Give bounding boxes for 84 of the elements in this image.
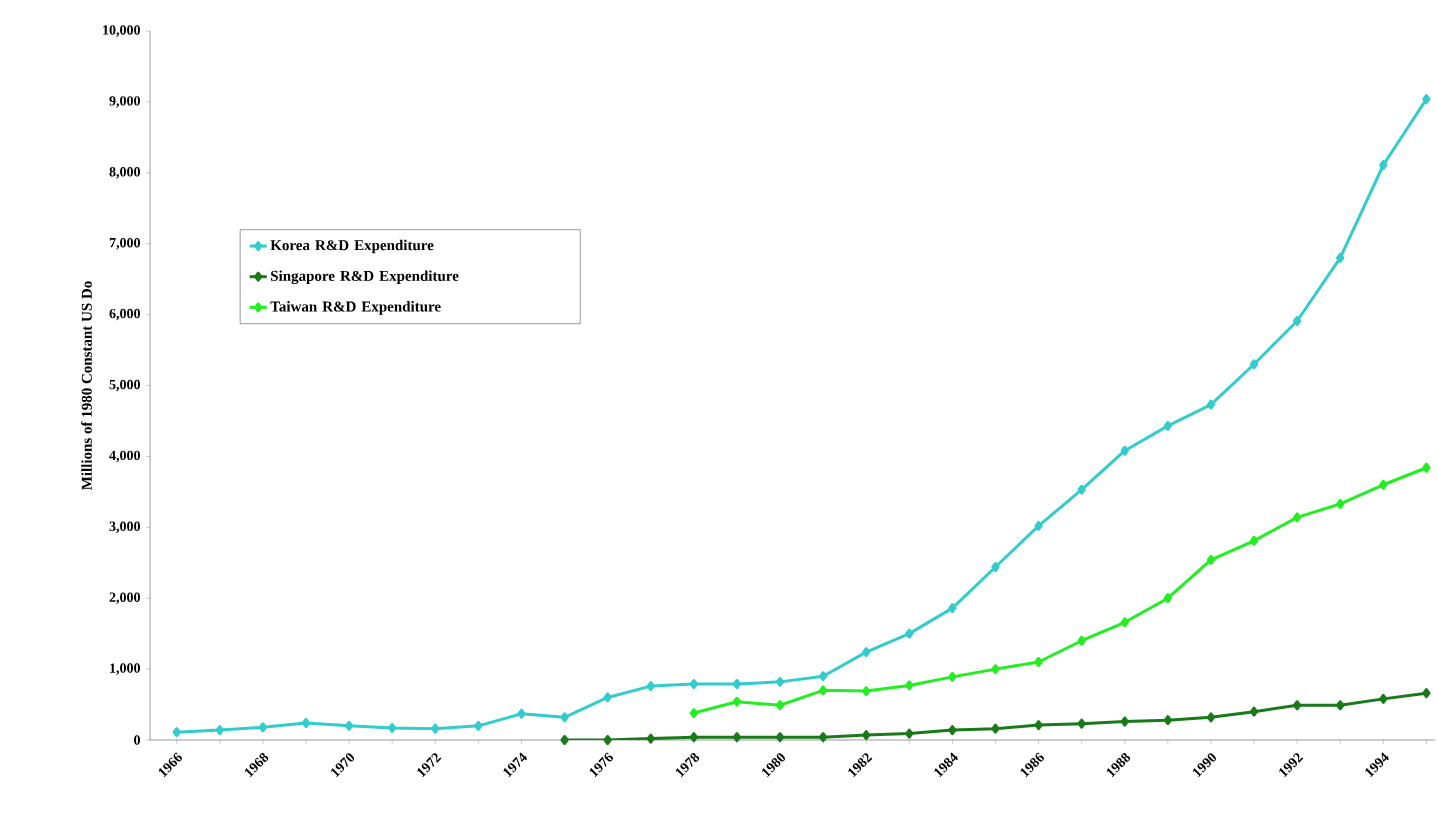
point (1206, 399, 1216, 410)
point (1336, 498, 1345, 509)
point (818, 732, 828, 743)
point (1120, 617, 1129, 628)
y-tick-label: 8,000 (109, 167, 140, 179)
y-tick-label: 5,000 (109, 379, 140, 392)
point (646, 681, 655, 692)
point (517, 708, 526, 719)
point (775, 732, 785, 743)
point (905, 628, 914, 639)
point (689, 708, 698, 719)
point (1120, 445, 1129, 456)
point (172, 727, 181, 738)
point (1077, 635, 1086, 646)
y-tick-label: 0 (134, 735, 140, 745)
y-tick-label: 2,000 (109, 592, 140, 604)
point (1379, 693, 1388, 704)
point (948, 725, 957, 736)
point (215, 725, 224, 736)
legend-label: Taiwan R&D Expenditure (270, 301, 441, 315)
point (948, 603, 957, 614)
y-tick-label: 3,000 (109, 521, 140, 534)
point (474, 720, 483, 731)
y-tick-label: 7,000 (109, 237, 140, 250)
point (1249, 706, 1259, 717)
point (991, 664, 1000, 675)
point (905, 728, 914, 739)
point (560, 712, 569, 723)
point (862, 647, 871, 658)
point (1379, 479, 1388, 490)
point (948, 671, 957, 682)
point (1379, 160, 1388, 170)
point (388, 722, 397, 733)
point (1077, 718, 1086, 729)
point (1293, 512, 1302, 523)
point (1249, 535, 1259, 546)
y-tick-label: 1,000 (110, 663, 140, 675)
point (862, 730, 871, 741)
point (301, 717, 311, 728)
point (1206, 712, 1216, 723)
point (775, 700, 785, 711)
point (1422, 462, 1431, 473)
point (775, 676, 785, 687)
point (603, 692, 612, 703)
point (603, 735, 612, 745)
y-tick-label: 10,000 (103, 25, 140, 37)
point (818, 685, 828, 696)
y-tick-label: 6,000 (109, 308, 140, 321)
point (1293, 700, 1302, 711)
point (646, 733, 655, 744)
point (1422, 688, 1431, 699)
point (732, 678, 742, 689)
point (991, 562, 1000, 572)
point (560, 735, 569, 745)
y-tick-label: 4,000 (109, 450, 140, 463)
point (1034, 657, 1043, 668)
point (1034, 520, 1043, 531)
point (689, 732, 698, 743)
point (1249, 359, 1259, 370)
y-axis-title: Millions of 1980 Constant US Do (81, 281, 92, 491)
legend-label: Singapore R&D Expenditure (271, 270, 459, 285)
point (1163, 420, 1172, 431)
point (344, 720, 354, 731)
point (862, 686, 871, 697)
point (732, 732, 742, 743)
point (1336, 700, 1345, 711)
point (1163, 593, 1172, 604)
point (1034, 720, 1043, 731)
legend-label: Korea R&D Expenditure (270, 239, 434, 254)
point (732, 696, 742, 707)
point (991, 723, 1000, 734)
y-tick-label: 9,000 (109, 96, 140, 108)
point (905, 680, 914, 691)
point (1120, 716, 1129, 727)
point (1422, 94, 1431, 105)
point (1206, 554, 1216, 565)
point (1293, 315, 1302, 326)
point (258, 722, 268, 733)
point (1077, 484, 1086, 495)
point (1163, 715, 1172, 726)
point (689, 678, 698, 689)
point (431, 723, 440, 734)
point (1336, 252, 1345, 263)
point (818, 671, 828, 682)
